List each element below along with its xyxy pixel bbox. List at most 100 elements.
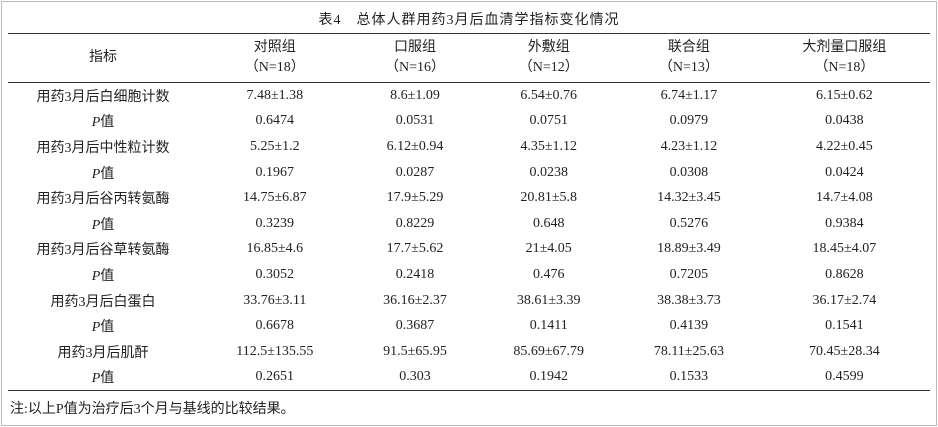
cell: 0.0424 [825, 164, 864, 180]
header-row: 指标 对照组 （N=18） 口服组 （N=16） 外敷组 （N=12） 联合组 （N=13） 大… [8, 33, 930, 83]
cell: 5.25±1.2 [249, 138, 300, 154]
cell: 0.1541 [825, 318, 864, 334]
cell: 33.76±3.11 [243, 292, 307, 308]
cell: 14.7±4.08 [816, 190, 873, 206]
group-n: （N=13） [658, 60, 719, 75]
row-label: P值 [91, 268, 115, 284]
cell: 16.85±4.6 [246, 241, 304, 257]
cell: 112.5±135.55 [236, 343, 314, 359]
table-head: 指标 对照组 （N=18） 口服组 （N=16） 外敷组 （N=12） 联合组 （N=13） 大… [8, 33, 930, 83]
group-name: 对照组 [253, 40, 296, 55]
row-label: 用药3月后白蛋白 [50, 294, 156, 310]
cell: 0.3687 [395, 318, 435, 334]
cell: 0.1967 [255, 164, 295, 180]
row-label: 用药3月后白细胞计数 [36, 89, 170, 105]
cell: 38.61±3.39 [516, 292, 581, 308]
group-header: 联合组 （N=13） [619, 33, 759, 83]
cell: 0.476 [532, 266, 565, 282]
cell: 0.0308 [669, 164, 709, 180]
cell: 0.4599 [825, 369, 864, 385]
table-row: 用药3月后谷丙转氨酶 14.75±6.87 17.9±5.29 20.81±5.8 14… [8, 185, 930, 211]
row-label: 用药3月后谷草转氨酶 [36, 243, 170, 259]
group-name: 外敷组 [527, 40, 570, 55]
cell: 14.32±3.45 [657, 190, 721, 206]
cell: 0.0438 [825, 113, 864, 129]
cell: 20.81±5.8 [520, 190, 578, 206]
cell: 0.5276 [669, 215, 709, 231]
cell: 17.7±5.62 [386, 241, 444, 257]
row-label: P值 [91, 115, 115, 131]
table-row: P值 0.2651 0.303 0.1942 0.1533 0.4599 [8, 365, 930, 391]
row-label: 用药3月后中性粒计数 [36, 140, 170, 156]
cell: 91.5±65.95 [383, 343, 447, 359]
cell: 6.12±0.94 [386, 138, 444, 154]
row-label: P值 [91, 320, 115, 336]
cell: 4.22±0.45 [816, 138, 873, 154]
table-title: 表4 总体人群用药3月后血清学指标变化情况 [318, 13, 620, 28]
cell: 0.0287 [395, 164, 435, 180]
cell: 18.89±3.49 [657, 241, 721, 257]
cell: 0.4139 [669, 318, 709, 334]
cell: 6.74±1.17 [660, 87, 718, 103]
group-name: 联合组 [667, 40, 710, 55]
cell: 0.1942 [529, 369, 568, 385]
row-label: P值 [91, 217, 115, 233]
row-label: P值 [91, 166, 115, 182]
cell: 6.54±0.76 [520, 87, 578, 103]
cell: 18.45±4.07 [812, 241, 877, 257]
cell: 0.6678 [255, 318, 295, 334]
group-header: 口服组 （N=16） [351, 33, 479, 83]
table-row: 用药3月后中性粒计数 5.25±1.2 6.12±0.94 4.35±1.12 4.23… [8, 134, 930, 160]
table-row: P值 0.6678 0.3687 0.1411 0.4139 0.1541 [8, 313, 930, 339]
group-name: 口服组 [393, 40, 436, 55]
cell: 17.9±5.29 [386, 190, 444, 206]
table-row: P值 0.3052 0.2418 0.476 0.7205 0.8628 [8, 262, 930, 288]
cell: 4.35±1.12 [520, 138, 578, 154]
row-label: 用药3月后谷丙转氨酶 [36, 192, 170, 208]
group-header: 外敷组 （N=12） [478, 33, 620, 83]
cell: 6.15±0.62 [816, 87, 873, 103]
cell: 0.0531 [395, 113, 435, 129]
cell: 36.17±2.74 [812, 292, 877, 308]
cell: 0.3239 [255, 215, 295, 231]
cell: 0.0979 [669, 113, 709, 129]
cell: 21±4.05 [525, 241, 572, 257]
cell: 0.648 [532, 215, 565, 231]
table: 指标 对照组 （N=18） 口服组 （N=16） 外敷组 （N=12） 联合组 （N=13） 大… [8, 33, 930, 392]
table-row: 用药3月后谷草转氨酶 16.85±4.6 17.7±5.62 21±4.05 18.89… [8, 237, 930, 263]
table-row: 用药3月后白蛋白 33.76±3.11 36.16±2.37 38.61±3.39 38… [8, 288, 930, 314]
row-label: P值 [91, 371, 115, 387]
cell: 0.8628 [825, 266, 864, 282]
group-n: （N=18） [814, 60, 875, 75]
cell: 0.6474 [255, 113, 295, 129]
table-row: 用药3月后肌酐 112.5±135.55 91.5±65.95 85.69±67.79… [8, 339, 930, 365]
cell: 85.69±67.79 [513, 343, 585, 359]
cell: 0.2418 [395, 266, 435, 282]
cell: 0.3052 [255, 266, 295, 282]
cell: 0.1411 [529, 318, 568, 334]
cell: 0.303 [399, 369, 431, 385]
footnote: 注:以上P值为治疗后3个月与基线的比较结果。 [10, 402, 295, 417]
table-row: P值 0.3239 0.8229 0.648 0.5276 0.9384 [8, 211, 930, 237]
cell: 0.8229 [395, 215, 435, 231]
cell: 0.0238 [529, 164, 568, 180]
cell: 14.75±6.87 [242, 190, 307, 206]
cell: 4.23±1.12 [660, 138, 718, 154]
cell: 0.2651 [255, 369, 295, 385]
corner-header: 指标 [8, 33, 198, 83]
cell: 36.16±2.37 [383, 292, 447, 308]
cell: 0.7205 [669, 266, 709, 282]
group-header: 对照组 （N=18） [198, 33, 352, 83]
table-body: 用药3月后白细胞计数 7.48±1.38 8.6±1.09 6.54±0.76 6.74… [8, 83, 930, 391]
group-name: 大剂量口服组 [802, 40, 887, 55]
cell: 70.45±28.34 [809, 343, 880, 359]
cell: 7.48±1.38 [246, 87, 304, 103]
group-n: （N=12） [518, 60, 579, 75]
group-n: （N=16） [384, 60, 445, 75]
table-row: P值 0.1967 0.0287 0.0238 0.0308 0.0424 [8, 160, 930, 186]
row-label: 用药3月后肌酐 [57, 345, 149, 361]
cell: 8.6±1.09 [390, 87, 440, 103]
table-row: 用药3月后白细胞计数 7.48±1.38 8.6±1.09 6.54±0.76 6.74… [8, 83, 930, 109]
